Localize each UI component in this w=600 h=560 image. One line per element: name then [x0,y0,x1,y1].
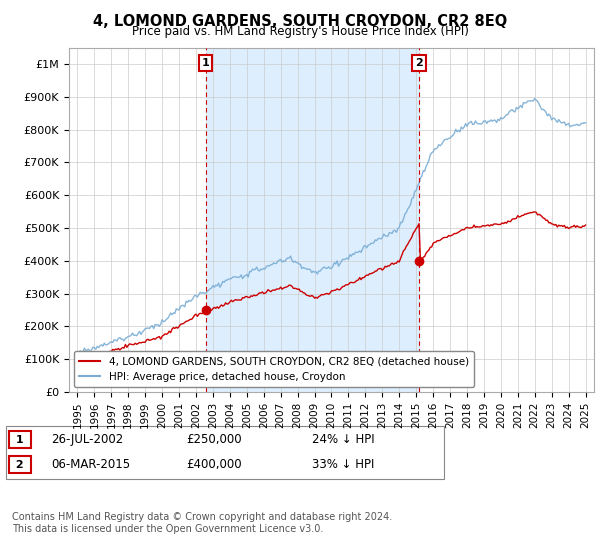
Text: 2: 2 [12,460,28,470]
Text: 24% ↓ HPI: 24% ↓ HPI [312,433,374,446]
Text: 2: 2 [415,58,423,68]
Text: Price paid vs. HM Land Registry's House Price Index (HPI): Price paid vs. HM Land Registry's House … [131,25,469,38]
Bar [206,48,419,392]
Text: 06-MAR-2015: 06-MAR-2015 [51,458,130,472]
Text: Contains HM Land Registry data © Crown copyright and database right 2024.
This d: Contains HM Land Registry data © Crown c… [12,512,392,534]
Text: 33% ↓ HPI: 33% ↓ HPI [312,458,374,472]
Legend: 4, LOMOND GARDENS, SOUTH CROYDON, CR2 8EQ (detached house), HPI: Average price, : 4, LOMOND GARDENS, SOUTH CROYDON, CR2 8E… [74,351,474,387]
Text: 26-JUL-2002: 26-JUL-2002 [51,433,123,446]
Text: 1: 1 [12,435,28,445]
Text: 1: 1 [202,58,209,68]
Text: 4, LOMOND GARDENS, SOUTH CROYDON, CR2 8EQ: 4, LOMOND GARDENS, SOUTH CROYDON, CR2 8E… [93,14,507,29]
Text: £250,000: £250,000 [186,433,242,446]
Text: £400,000: £400,000 [186,458,242,472]
